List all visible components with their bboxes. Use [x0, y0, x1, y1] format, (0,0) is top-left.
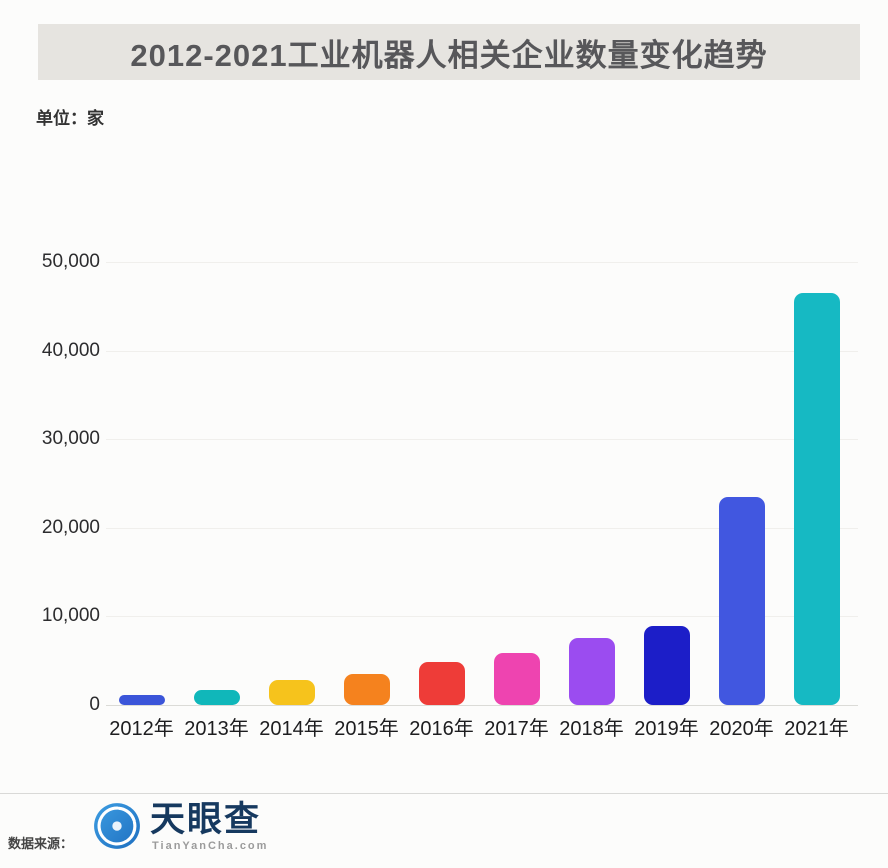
plot-area	[104, 262, 854, 705]
y-tick-label: 20,000	[41, 516, 100, 538]
y-tick-label: 10,000	[41, 605, 100, 627]
x-axis-labels: 2012年 2013年 2014年 2015年 2016年 2017年 2018年 2019年…	[104, 712, 854, 741]
bar-column	[404, 262, 479, 705]
x-tick-label: 2018年	[559, 718, 624, 740]
bar-column	[479, 262, 554, 705]
data-source-label: 数据来源：	[8, 836, 74, 851]
bar-2020年	[718, 496, 765, 705]
brand-name: 天眼查	[150, 800, 262, 839]
bar-column	[179, 262, 254, 705]
bar-column	[704, 262, 779, 705]
bar-column	[254, 262, 329, 705]
x-tick-label: 2015年	[334, 718, 399, 740]
bar-2012年	[118, 695, 165, 705]
bar-2019年	[643, 626, 690, 705]
gridline	[106, 616, 858, 618]
x-tick-label: 2017年	[484, 718, 549, 740]
x-tick-label: 2012年	[109, 718, 174, 740]
y-tick-label: 0	[89, 694, 100, 715]
bar-2016年	[418, 661, 465, 705]
y-tick-label: 40,000	[41, 339, 100, 361]
tianyancha-aperture-icon	[94, 803, 140, 849]
bar-2013年	[193, 689, 240, 705]
bar-column	[779, 262, 854, 705]
bar-2017年	[493, 652, 540, 705]
brand-text-block: 天眼查 TianYanCha.com	[150, 800, 269, 853]
x-tick-label: 2021年	[784, 718, 849, 740]
brand-domain: TianYanCha.com	[152, 840, 269, 852]
y-tick-label: 50,000	[41, 251, 100, 272]
gridline	[106, 527, 858, 529]
tianyancha-logo: 天眼查 TianYanCha.com	[92, 801, 268, 852]
unit-label: 单位：家	[36, 109, 104, 128]
footer-divider	[0, 793, 888, 794]
gridline	[106, 705, 858, 706]
y-tick-label: 30,000	[41, 428, 100, 450]
x-tick-label: 2019年	[634, 718, 699, 740]
x-tick-label: 2020年	[709, 718, 774, 740]
title-banner: 2012-2021工业机器人相关企业数量变化趋势	[38, 24, 860, 80]
bar-column	[554, 262, 629, 705]
x-tick-label: 2016年	[409, 718, 474, 740]
x-tick-label: 2014年	[259, 718, 324, 740]
bar-2018年	[568, 637, 615, 705]
bar-2021年	[793, 293, 840, 705]
chart-title: 2012-2021工业机器人相关企业数量变化趋势	[130, 37, 768, 73]
gridline	[106, 262, 858, 263]
x-tick-label: 2013年	[184, 718, 249, 740]
gridline	[106, 439, 858, 441]
bar-2015年	[343, 674, 390, 705]
gridline	[106, 350, 858, 352]
bar-column	[629, 262, 704, 705]
bar-2014年	[268, 680, 315, 705]
bar-column	[104, 262, 179, 705]
bar-column	[329, 262, 404, 705]
bar-chart: 50,000 40,000 30,000 20,000 10,000 0	[0, 251, 888, 715]
